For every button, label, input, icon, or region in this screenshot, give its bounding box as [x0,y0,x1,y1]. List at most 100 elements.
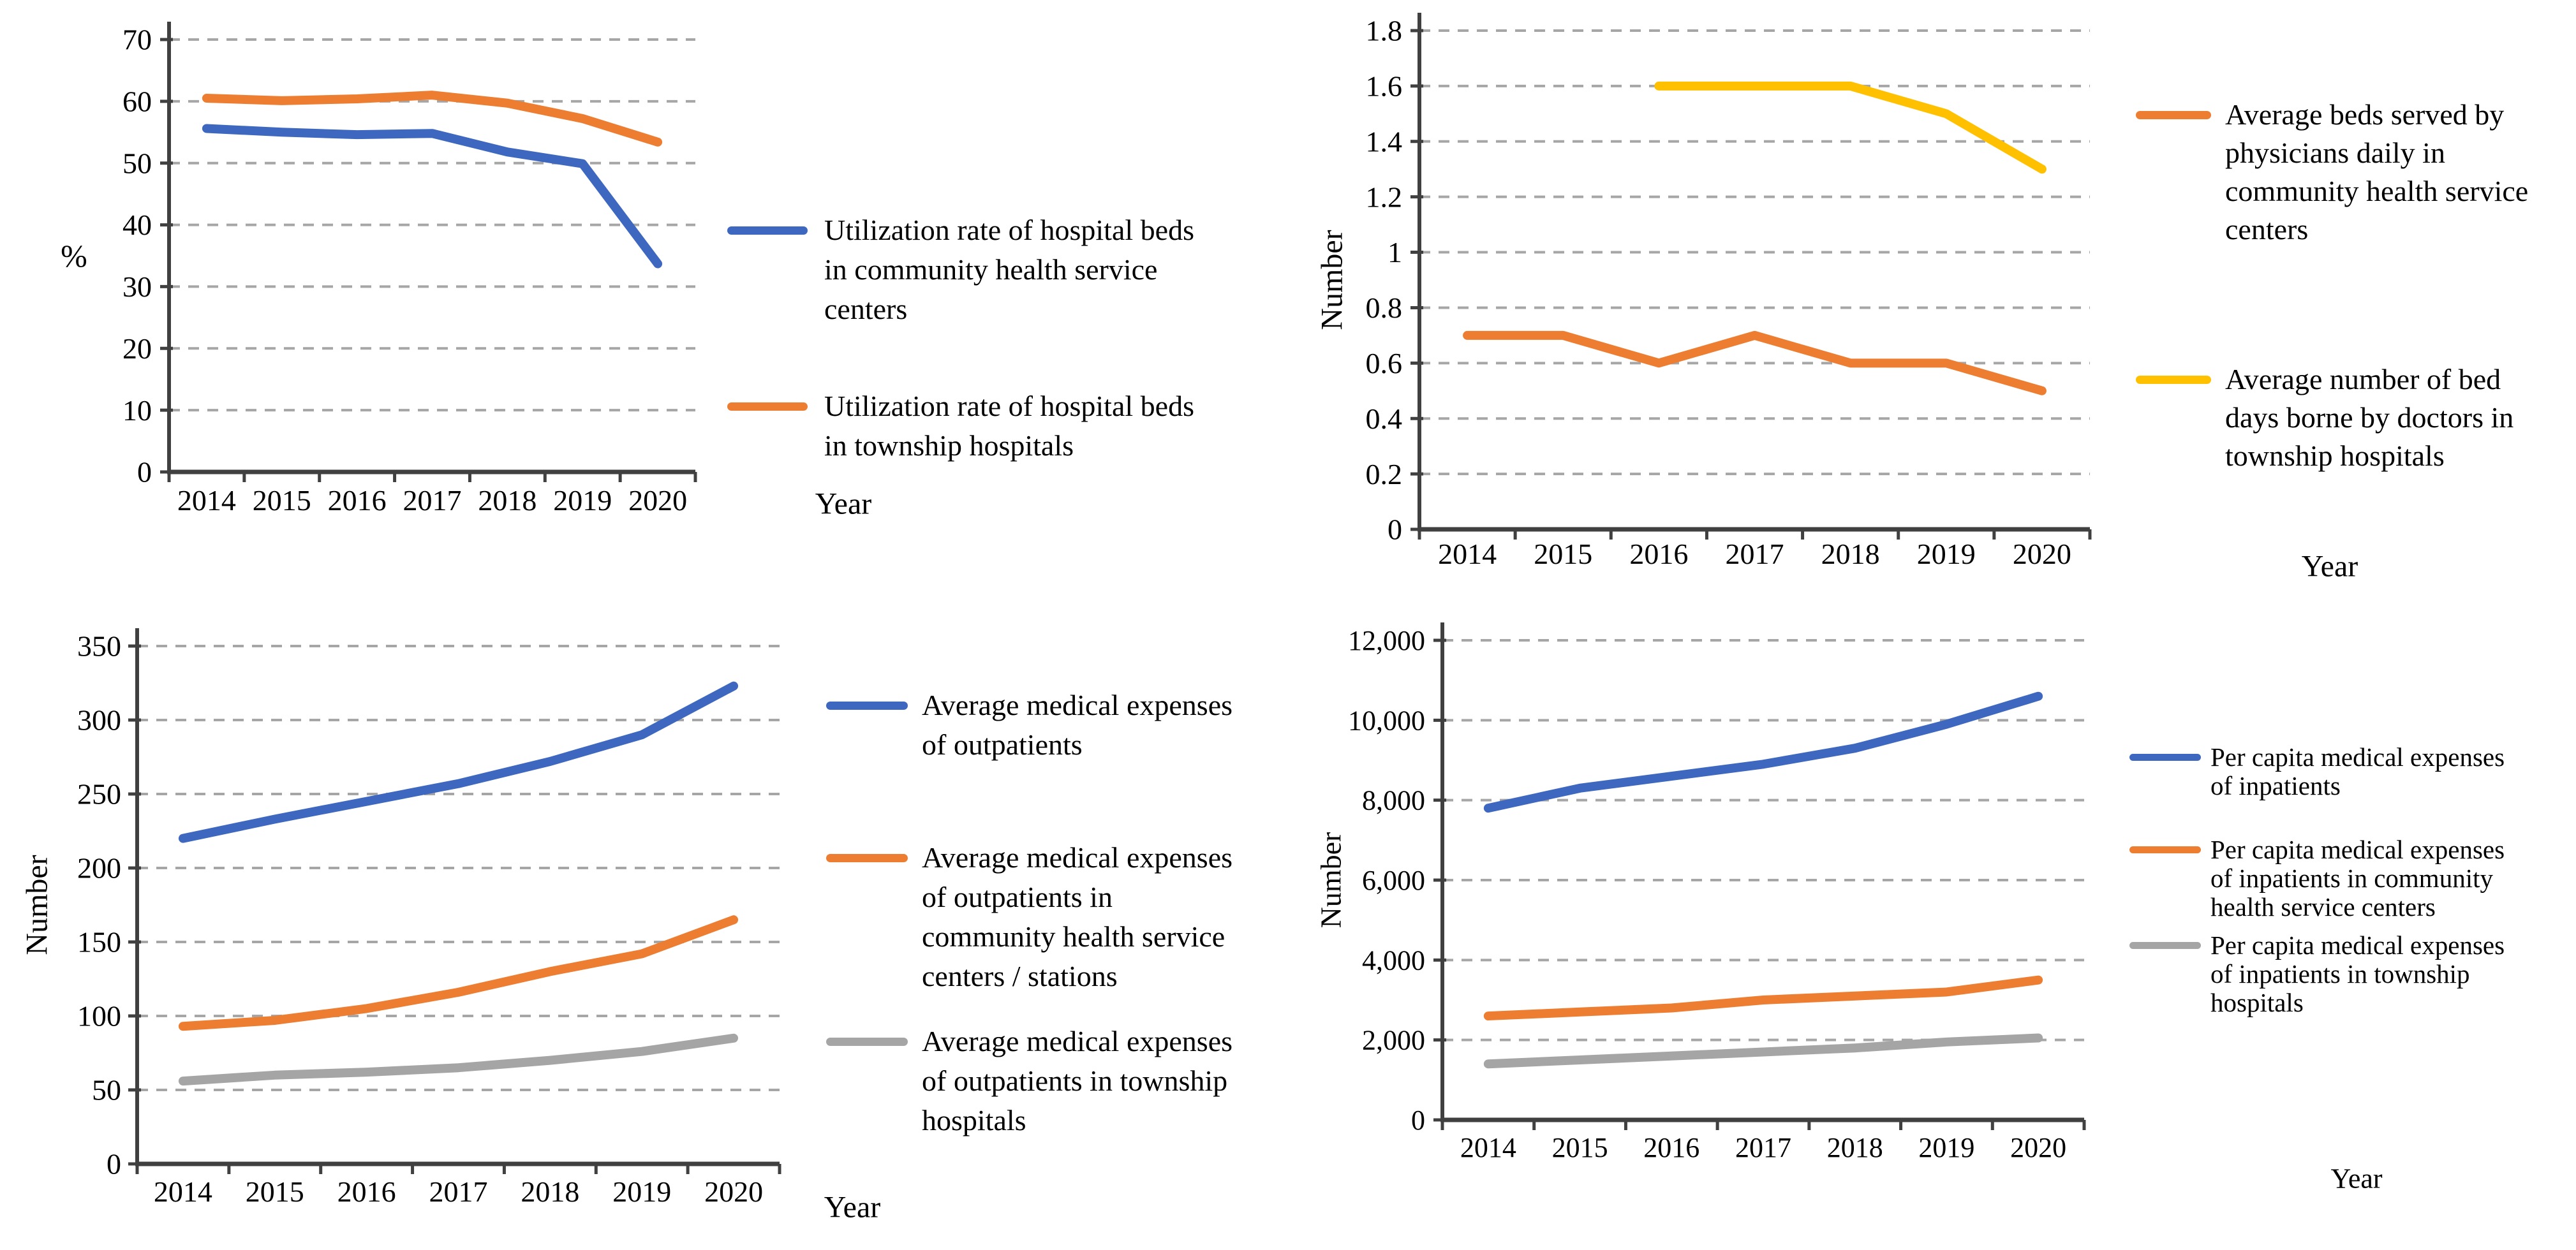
x-tick-label: 2017 [1735,1132,1791,1163]
chart-group-beds-served-daily: 0 0.2 0.4 0.6 0.8 1 1.2 1.4 1.6 1.8 2014 2015 2016 20… [1366,13,2092,570]
x-tick-label: 2016 [1643,1132,1699,1163]
x-tick-label: 2014 [1438,538,1497,570]
y-tick-label: 10 [122,394,152,427]
y-axis-title: % [61,238,87,274]
legend-label: Per capita medical expenses of inpatient… [2210,835,2505,922]
y-tick-label: 0 [1388,513,1402,546]
legend: Average medical expenses of outpatients A… [826,686,1419,1140]
x-tick-label: 2018 [1827,1132,1883,1163]
legend-item: Average medical expenses of outpatients … [826,838,1419,996]
series-line [202,91,663,147]
x-tick-label: 2020 [2010,1132,2066,1163]
legend-swatch [2129,942,2201,949]
y-tick-label: 30 [122,270,152,303]
y-tick-label: 4,000 [1362,945,1425,976]
y-tick-label: 0.6 [1366,347,1403,379]
y-tick-label: 50 [92,1074,121,1107]
legend: Per capita medical expenses of inpatient… [2129,743,2576,1017]
y-tick-label: 150 [77,926,121,959]
y-tick-label: 0.2 [1366,458,1403,490]
x-tick-label: 2017 [429,1175,488,1208]
legend-label: Utilization rate of hospital beds in com… [824,214,1194,325]
legend-label: Average number of bed days borne by doct… [2225,363,2514,472]
x-tick-label: 2019 [1918,1132,1974,1163]
x-tick-label: 2020 [628,484,687,517]
y-tick-label: 1.2 [1366,180,1403,213]
y-tick-label: 0.4 [1366,402,1403,435]
legend-item: Per capita medical expenses of inpatient… [2129,743,2576,800]
x-tick-label: 2017 [403,484,462,517]
y-tick-label: 12,000 [1348,625,1425,656]
series-line [1483,691,2043,813]
x-tick-label: 2014 [177,484,236,517]
y-tick-label: 40 [122,209,152,241]
y-tick-label: 1.6 [1366,70,1403,103]
series-line [1654,81,2047,174]
series-line [1463,330,2047,395]
y-tick-label: 50 [122,147,152,179]
x-tick-label: 2018 [478,484,537,517]
y-tick-label: 2,000 [1362,1025,1425,1056]
legend-swatch [826,854,908,862]
y-tick-label: 0 [137,456,152,489]
x-tick-label: 2020 [704,1175,763,1208]
x-tick-label: 2017 [1726,538,1784,570]
x-axis-title: Year [824,1190,881,1224]
y-tick-label: 300 [77,704,121,737]
y-axis-title: Number [1315,230,1349,330]
legend-item: Average number of bed days borne by doct… [2136,360,2576,475]
x-tick-label: 2015 [1552,1132,1608,1163]
series-line [178,1033,739,1086]
x-tick-label: 2019 [1917,538,1976,570]
y-tick-label: 70 [122,24,152,56]
series-line [1483,1033,2043,1069]
y-tick-label: 20 [122,332,152,365]
x-axis-title: Year [2330,1163,2383,1195]
legend-swatch [826,1038,908,1046]
x-tick-label: 2016 [337,1175,396,1208]
series-line [202,124,663,268]
x-tick-label: 2020 [2013,538,2071,570]
y-tick-label: 0.8 [1366,291,1403,324]
legend-swatch [826,702,908,710]
y-tick-label: 1 [1388,236,1402,268]
legend-swatch [2136,376,2211,384]
y-tick-label: 1.8 [1366,15,1403,47]
legend-label: Average medical expenses of outpatients … [922,1025,1233,1136]
y-tick-label: 100 [77,1000,121,1033]
x-axis-title: Year [2301,549,2358,584]
chart-group-inpatient-medical-expenses: 0 2,000 4,000 6,000 8,000 10,000 12,000 2014 201… [1348,622,2086,1163]
series-line [1483,975,2043,1021]
series-line [178,681,739,843]
y-axis-title: Number [1314,832,1347,929]
y-tick-label: 0 [107,1148,121,1180]
legend-item: Average medical expenses of outpatients [826,686,1419,765]
legend-label: Per capita medical expenses of inpatient… [2210,742,2505,800]
legend-item: Average beds served by physicians daily … [2136,96,2576,249]
y-tick-label: 8,000 [1362,785,1425,816]
legend-item: Utilization rate of hospital beds in com… [727,210,1309,329]
x-tick-label: 2014 [1460,1132,1516,1163]
legend-item: Utilization rate of hospital beds in tow… [727,386,1309,466]
y-tick-label: 350 [77,630,121,663]
legend-label: Per capita medical expenses of inpatient… [2210,930,2505,1017]
legend-swatch [2136,111,2211,119]
y-tick-label: 10,000 [1348,705,1425,736]
legend: Average beds served by physicians daily … [2136,96,2576,475]
x-axis-title: Year [815,487,872,521]
x-tick-label: 2018 [521,1175,579,1208]
x-tick-label: 2019 [612,1175,671,1208]
legend-label: Average medical expenses of outpatients [922,689,1233,761]
x-tick-label: 2019 [553,484,612,517]
chart-group-outpatient-medical-expenses: 0 50 100 150 200 250 300 350 2014 2015 2016 2017 201… [77,628,781,1208]
legend-item: Per capita medical expenses of inpatient… [2129,835,2576,922]
legend-item: Per capita medical expenses of inpatient… [2129,931,2576,1017]
y-tick-label: 60 [122,85,152,117]
chart-group-hospital-bed-utilization-rate: 0 10 20 30 40 50 60 70 2014 2015 2016 2017 2018 2019 2… [122,22,697,517]
y-axis-title: Number [20,855,54,955]
series-line [178,915,739,1031]
legend-label: Average medical expenses of outpatients … [922,841,1233,992]
legend-label: Utilization rate of hospital beds in tow… [824,390,1194,462]
